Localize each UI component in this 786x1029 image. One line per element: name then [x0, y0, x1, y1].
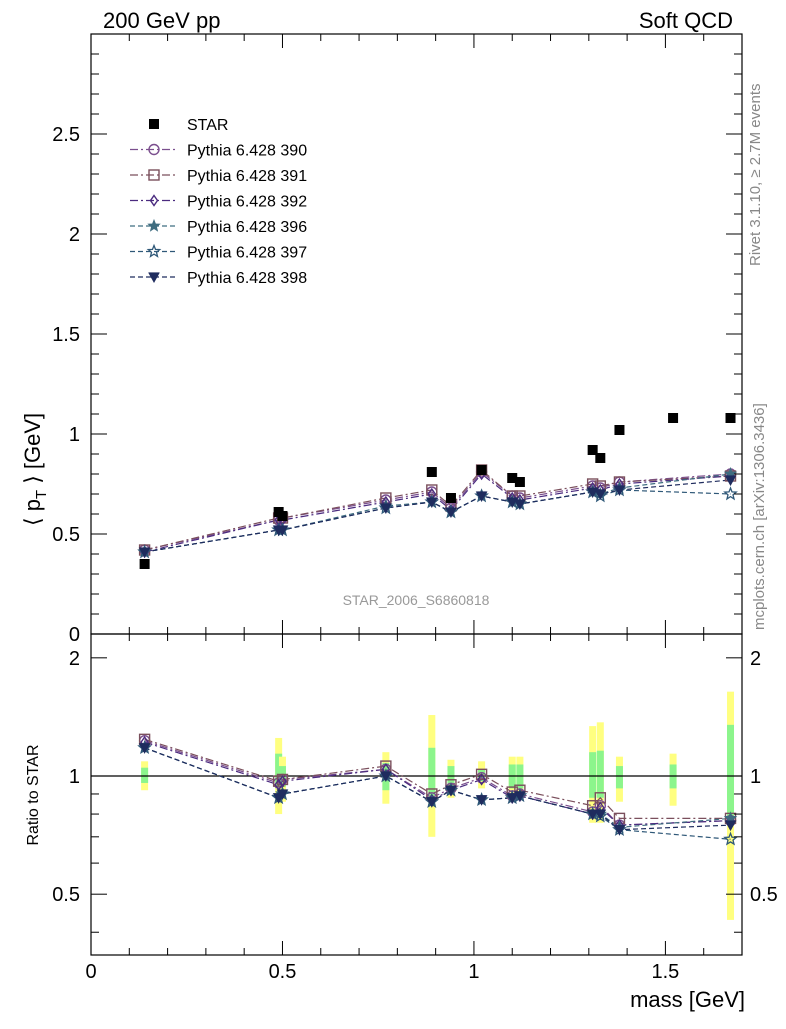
star-data-point	[725, 413, 736, 423]
main-y-tick-label: 2.5	[52, 124, 80, 146]
star-data-point	[426, 467, 437, 477]
ratio-band-inner	[141, 767, 149, 783]
main-series-line-3	[144, 473, 731, 553]
ratio-y-tick-label-right: 0.5	[750, 884, 778, 906]
star-data-point	[587, 445, 598, 455]
legend-marker	[147, 218, 161, 232]
ratio-series-point-2	[477, 773, 486, 786]
ratio-series-line-2	[144, 741, 731, 826]
ratio-band-inner	[727, 724, 735, 819]
ratio-y-tick-label-right: 2	[750, 648, 761, 670]
main-y-tick-label: 2	[69, 224, 80, 246]
legend-marker	[148, 143, 160, 156]
rivet-label: Rivet 3.1.10, ≥ 2.7M events	[747, 84, 764, 267]
ratio-y-tick-label-left: 2	[69, 648, 80, 670]
ratio-series-point-1	[272, 775, 285, 787]
ratio-series-line-5	[144, 747, 731, 831]
main-series-line-2	[144, 473, 731, 553]
axis-tick-labels: 00.511.522.50.5 0.51 12 20 0.5 1 1.5	[52, 124, 778, 983]
ratio-y-tick-label-right: 1	[750, 766, 761, 788]
x-tick-label: 1.5	[652, 961, 680, 983]
header-right-label: Soft QCD	[639, 8, 733, 33]
main-y-tick-label: 0	[69, 624, 80, 646]
series-markers	[137, 413, 738, 846]
main-y-axis-label: ⟨ pT ⟩ [GeV]	[20, 413, 50, 526]
ratio-plot-frame	[90, 633, 743, 956]
ratio-band-inner	[428, 747, 436, 798]
axis-ticks	[90, 34, 743, 955]
star-data-point	[139, 559, 150, 569]
ratio-band-inner	[596, 750, 604, 798]
legend-marker	[149, 119, 159, 129]
ratio-series-line-3	[144, 747, 731, 828]
star-data-point	[507, 473, 518, 483]
main-series-line-4	[144, 489, 731, 553]
legend-marker	[149, 194, 159, 207]
star-data-point	[595, 453, 606, 463]
x-tick-label: 0	[85, 961, 96, 983]
ratio-uncertainty-bands	[141, 691, 735, 920]
legend-label: Pythia 6.428 392	[187, 194, 307, 211]
ratio-band-inner	[275, 753, 283, 789]
x-tick-label: 0.5	[269, 961, 297, 983]
star-data-point	[445, 493, 456, 503]
ratio-series-line-0	[144, 740, 731, 826]
main-y-axis-label-text: ⟨ pT ⟩ [GeV]	[20, 413, 50, 526]
series-lines	[144, 469, 731, 840]
ratio-series-line-1	[144, 738, 731, 820]
main-series-point-4	[723, 486, 738, 501]
legend-label: Pythia 6.428 397	[187, 245, 307, 262]
ratio-y-tick-label-left: 0.5	[52, 884, 80, 906]
legend-label: Pythia 6.428 396	[187, 219, 307, 236]
legend-label: Pythia 6.428 391	[187, 168, 307, 185]
x-tick-label: 1	[468, 961, 479, 983]
main-y-tick-label: 1.5	[52, 324, 80, 346]
star-data-point	[668, 413, 679, 423]
x-axis-label: mass [GeV]	[630, 987, 745, 1012]
header-left-label: 200 GeV pp	[103, 8, 220, 33]
main-y-tick-label: 0.5	[52, 524, 80, 546]
legend-label: Pythia 6.428 398	[187, 270, 307, 287]
ratio-series-point-4	[723, 831, 738, 846]
analysis-watermark: STAR_2006_S6860818	[343, 592, 490, 608]
ratio-y-axis-label: Ratio to STAR	[25, 744, 42, 845]
legend-marker	[146, 243, 162, 258]
ratio-series-point-2	[278, 774, 287, 788]
main-y-tick-label: 1	[69, 424, 80, 446]
star-data-point	[514, 477, 525, 487]
legend-marker	[148, 169, 160, 181]
star-data-point	[614, 425, 625, 435]
legend-label: STAR	[187, 117, 228, 134]
ratio-y-tick-label-left: 1	[69, 766, 80, 788]
ratio-series-point-1	[475, 768, 488, 781]
main-series-line-0	[144, 471, 731, 551]
ratio-band-inner	[589, 752, 597, 798]
ratio-band-inner	[615, 766, 623, 789]
star-data-point	[277, 511, 288, 521]
legend: STAR Pythia 6.428 390 Pythia 6.428 391 Pyth…	[130, 117, 307, 287]
legend-label: Pythia 6.428 390	[187, 143, 307, 160]
mcplots-label: mcplots.cern.ch [arXiv:1306.3436]	[751, 403, 768, 630]
star-data-point	[476, 465, 487, 475]
